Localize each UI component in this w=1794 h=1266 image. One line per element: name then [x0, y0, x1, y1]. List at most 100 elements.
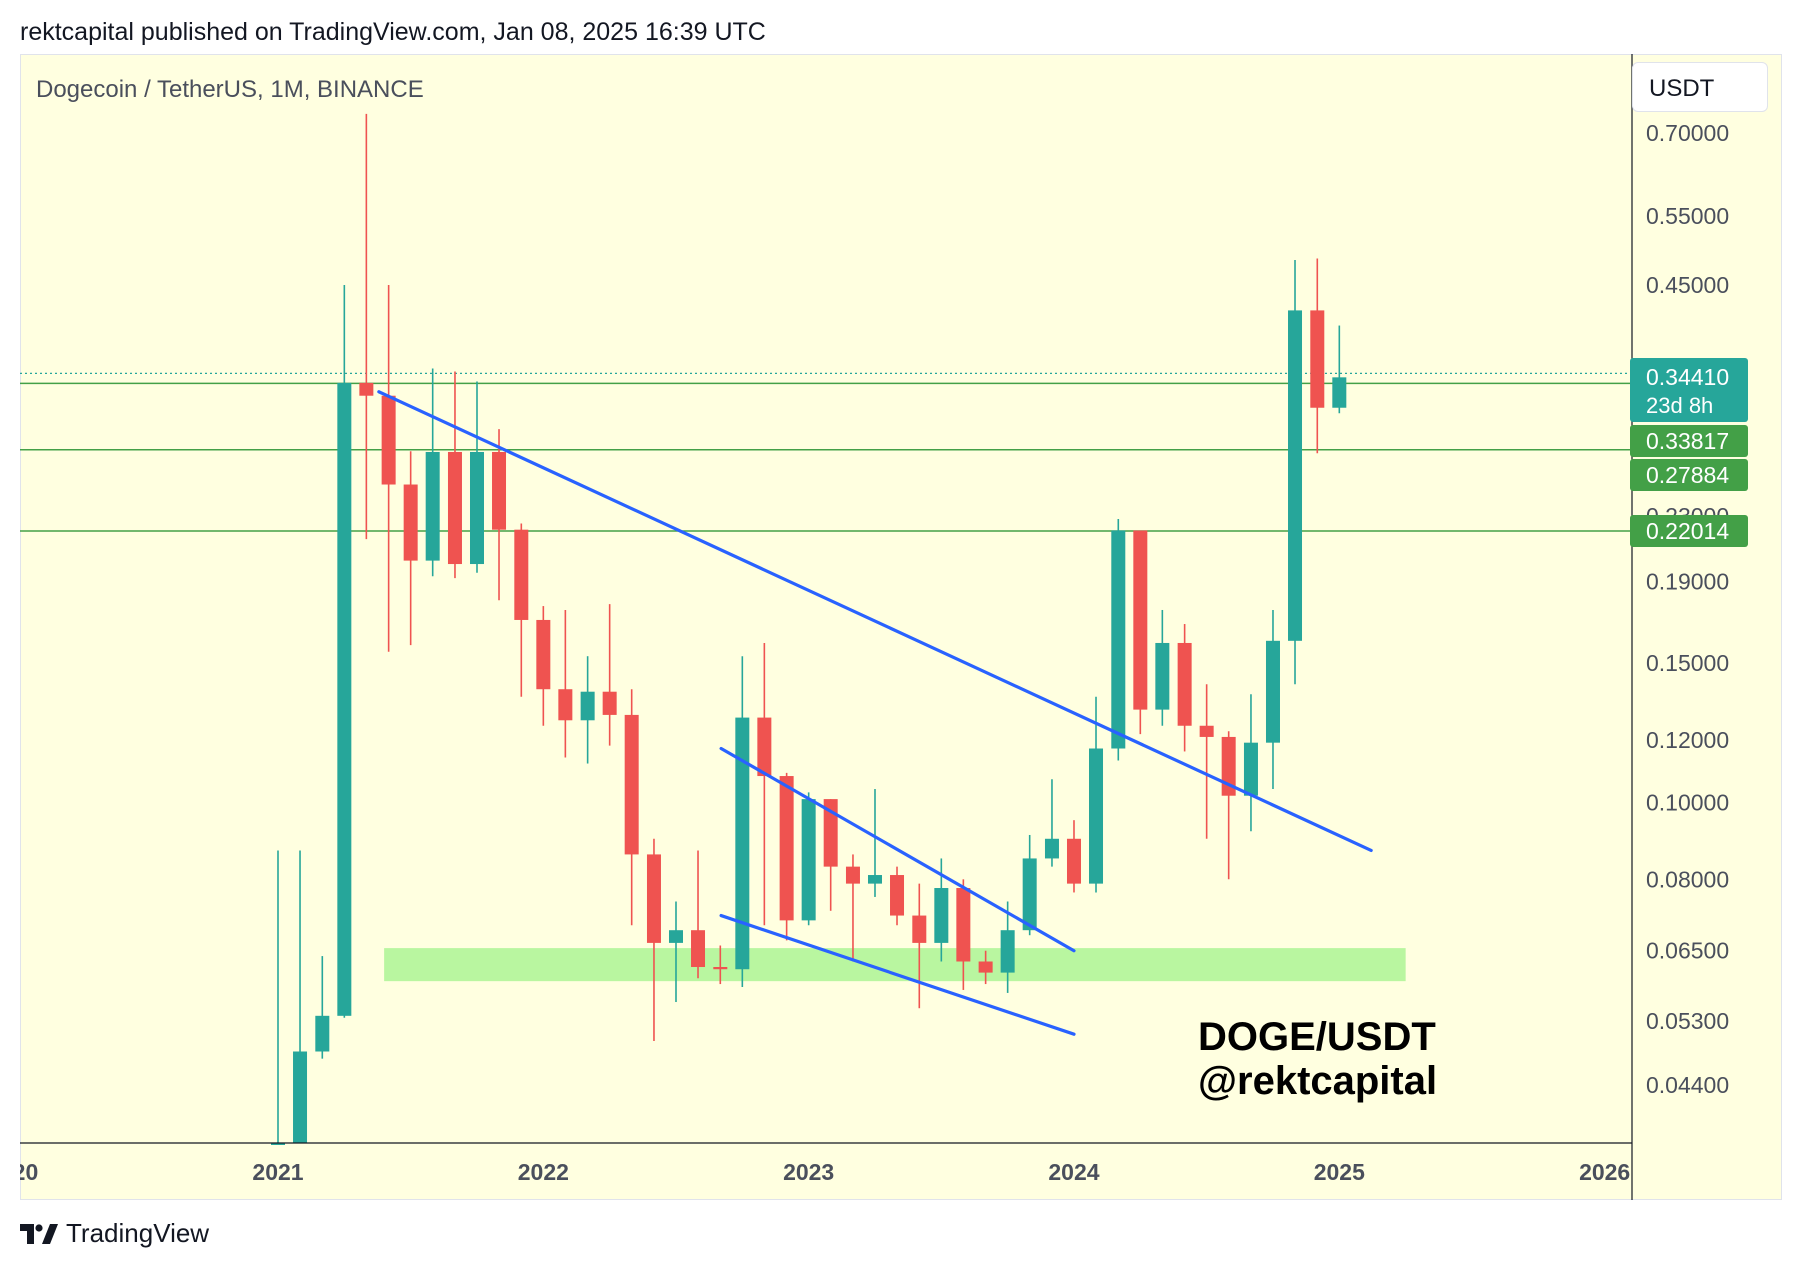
- candle-29: [890, 866, 905, 926]
- candle-body: [337, 382, 352, 1016]
- x-tick-label: 2026: [1579, 1159, 1630, 1185]
- y-tick-label: 0.12000: [1646, 727, 1729, 753]
- candle-body: [934, 888, 949, 943]
- candle-body: [1066, 838, 1081, 884]
- candle-body: [912, 915, 927, 943]
- candle-body: [757, 717, 772, 777]
- candle-34: [1000, 901, 1015, 993]
- candle-18: [646, 838, 661, 1042]
- candle-body: [447, 451, 462, 565]
- candle-14: [558, 609, 573, 758]
- level-tag-bg: [1630, 459, 1748, 491]
- candle-body: [492, 451, 507, 530]
- trendline-1: [377, 390, 1373, 853]
- footer: TradingView: [20, 1218, 209, 1249]
- level-tag-2: 0.27884: [1630, 459, 1748, 491]
- candle-body: [823, 799, 838, 867]
- candle-16: [602, 604, 617, 746]
- candle-26: [823, 799, 838, 911]
- candle-10: [469, 381, 484, 573]
- level-tag-value: 0.33817: [1646, 428, 1729, 454]
- candle-body: [315, 1015, 330, 1052]
- y-tick-label: 0.15000: [1646, 650, 1729, 676]
- candle-36: [1044, 779, 1059, 867]
- candle-30: [912, 883, 927, 1009]
- candle-37: [1066, 820, 1081, 893]
- candle-body: [735, 717, 750, 970]
- candle-13: [536, 606, 551, 726]
- candle-46: [1265, 609, 1280, 790]
- candle-44: [1221, 731, 1236, 880]
- candle-21: [713, 945, 728, 985]
- candle-8: [425, 368, 440, 577]
- candle-22: [735, 656, 750, 987]
- candle-body: [558, 689, 573, 721]
- candle-body: [668, 930, 683, 943]
- y-tick-label: 0.70000: [1646, 120, 1729, 146]
- watermark-author: @rektcapital: [1198, 1059, 1438, 1103]
- y-tick-label: 0.55000: [1646, 203, 1729, 229]
- candle-45: [1243, 694, 1258, 832]
- last-price-tag: 0.34410 23d 8h: [1630, 358, 1748, 422]
- candle-5: [359, 113, 374, 540]
- currency-unit-button[interactable]: USDT: [1632, 62, 1768, 112]
- candle-15: [580, 656, 595, 764]
- footer-brand[interactable]: TradingView: [66, 1218, 210, 1248]
- candle-body: [1199, 725, 1214, 737]
- last-price-countdown: 23d 8h: [1646, 393, 1713, 418]
- candle-body: [1265, 640, 1280, 743]
- y-tick-label: 0.10000: [1646, 790, 1729, 816]
- candle-20: [691, 850, 706, 979]
- watermark-pair: DOGE/USDT: [1198, 1015, 1436, 1059]
- candle-body: [1310, 310, 1325, 408]
- trendlines-layer: [377, 390, 1373, 1036]
- candle-49: [1332, 325, 1347, 414]
- candle-35: [1022, 834, 1037, 936]
- candle-body: [293, 1051, 308, 1143]
- candle-body: [801, 799, 816, 921]
- trendline-2: [719, 746, 1076, 953]
- horizontal-levels-layer: [20, 372, 1632, 532]
- level-tag-bg: [1630, 425, 1748, 457]
- candle-23: [757, 642, 772, 926]
- candle-body: [1044, 838, 1059, 859]
- candle-body: [1177, 642, 1192, 726]
- candle-body: [1111, 530, 1126, 749]
- y-axis-labels: 0.700000.550000.450000.230000.190000.150…: [1646, 120, 1729, 1098]
- chart-watermark: DOGE/USDT @rektcapital: [1198, 1015, 1437, 1103]
- last-price-tag-bg: [1630, 358, 1748, 422]
- candle-body: [845, 866, 860, 884]
- y-tick-label: 0.08000: [1646, 866, 1729, 892]
- candle-19: [668, 901, 683, 1003]
- candle-body: [425, 451, 440, 561]
- level-tag-3: 0.22014: [1630, 515, 1748, 547]
- candle-body: [978, 961, 993, 973]
- candle-body: [956, 888, 971, 962]
- candle-32: [956, 879, 971, 990]
- publish-info: rektcapital published on TradingView.com…: [20, 18, 766, 46]
- candle-body: [1133, 530, 1148, 710]
- candle-body: [890, 875, 905, 916]
- candle-body: [713, 967, 728, 970]
- candle-39: [1111, 518, 1126, 761]
- candle-33: [978, 950, 993, 985]
- candle-1: [271, 850, 285, 1145]
- candle-body: [1243, 742, 1258, 796]
- chart-panel[interactable]: [20, 54, 1782, 1200]
- candle-body: [536, 619, 551, 690]
- candle-body: [691, 930, 706, 968]
- candle-body: [403, 484, 418, 561]
- candle-body: [1221, 736, 1236, 796]
- candle-body: [514, 529, 529, 620]
- candle-47: [1288, 259, 1303, 685]
- candle-body: [1288, 310, 1303, 641]
- candle-body: [1155, 642, 1170, 710]
- candle-3: [315, 956, 330, 1059]
- candle-12: [514, 523, 529, 697]
- candle-body: [867, 875, 882, 884]
- candle-48: [1310, 258, 1325, 454]
- tradingview-logo-icon: [20, 1223, 58, 1244]
- candle-41: [1155, 609, 1170, 726]
